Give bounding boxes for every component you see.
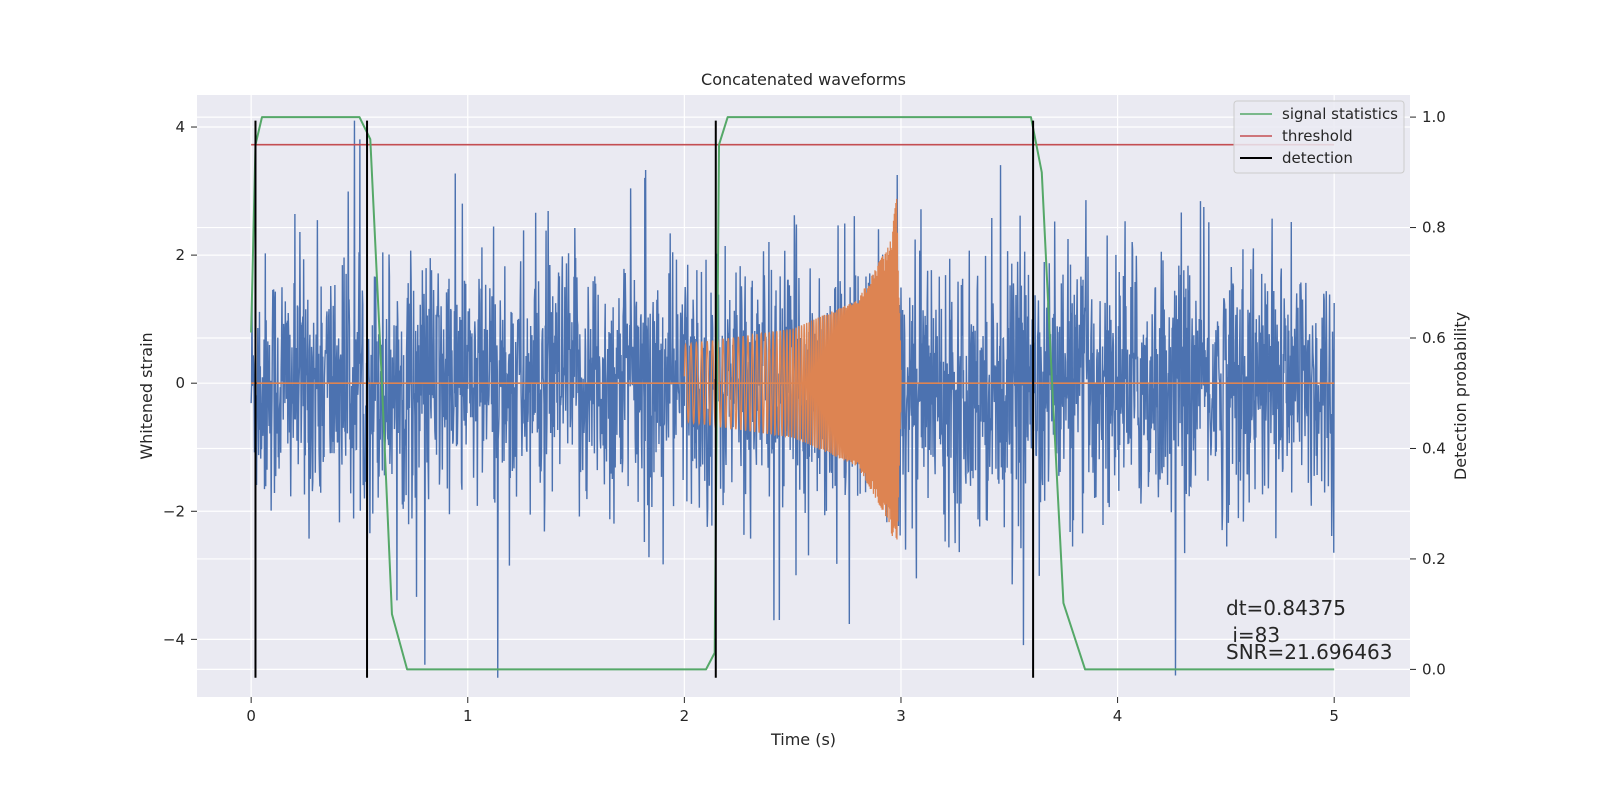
x-tick-label: 3 xyxy=(896,707,906,725)
y-tick-label: 4 xyxy=(175,118,185,136)
y-tick-label: −4 xyxy=(163,630,185,648)
y2-tick-label: 0.6 xyxy=(1422,329,1446,347)
plot-area xyxy=(197,95,1410,697)
legend-entry-threshold: threshold xyxy=(1282,127,1353,145)
annotation-index: i=83 xyxy=(1226,623,1280,647)
legend-entry-detection: detection xyxy=(1282,149,1353,167)
chart-title: Concatenated waveforms xyxy=(701,70,906,89)
y2-tick-label: 1.0 xyxy=(1422,108,1446,126)
x-tick-label: 0 xyxy=(246,707,256,725)
y-tick-label: 0 xyxy=(175,374,185,392)
y2-axis-label: Detection probability xyxy=(1451,312,1470,480)
y2-tick-label: 0.4 xyxy=(1422,439,1446,457)
legend-entry-signal-statistics: signal statistics xyxy=(1282,105,1398,123)
y2-tick-label: 0.8 xyxy=(1422,219,1446,237)
axes: 0 1 2 3 4 5 −4 −2 0 2 4 0.0 0.2 0.4 0.6 0.8 1.0 xyxy=(163,108,1446,725)
y-tick-label: 2 xyxy=(175,246,185,264)
y2-tick-label: 0.2 xyxy=(1422,550,1446,568)
y-tick-label: −2 xyxy=(163,502,185,520)
annotation-dt: dt=0.84375 xyxy=(1226,596,1346,620)
legend: signal statistics threshold detection xyxy=(1233,100,1405,174)
annotation-snr: SNR=21.696463 xyxy=(1226,640,1392,664)
series-template-chirp xyxy=(683,198,902,540)
y2-tick-label: 0.0 xyxy=(1422,660,1446,678)
y-axis-label: Whitened strain xyxy=(137,332,156,459)
series-signal-statistics-line xyxy=(250,116,1335,671)
x-tick-label: 2 xyxy=(680,707,690,725)
x-axis-label: Time (s) xyxy=(770,730,836,749)
legend-box xyxy=(1233,100,1405,174)
x-tick-label: 5 xyxy=(1329,707,1339,725)
x-tick-label: 1 xyxy=(463,707,473,725)
x-tick-label: 4 xyxy=(1113,707,1123,725)
